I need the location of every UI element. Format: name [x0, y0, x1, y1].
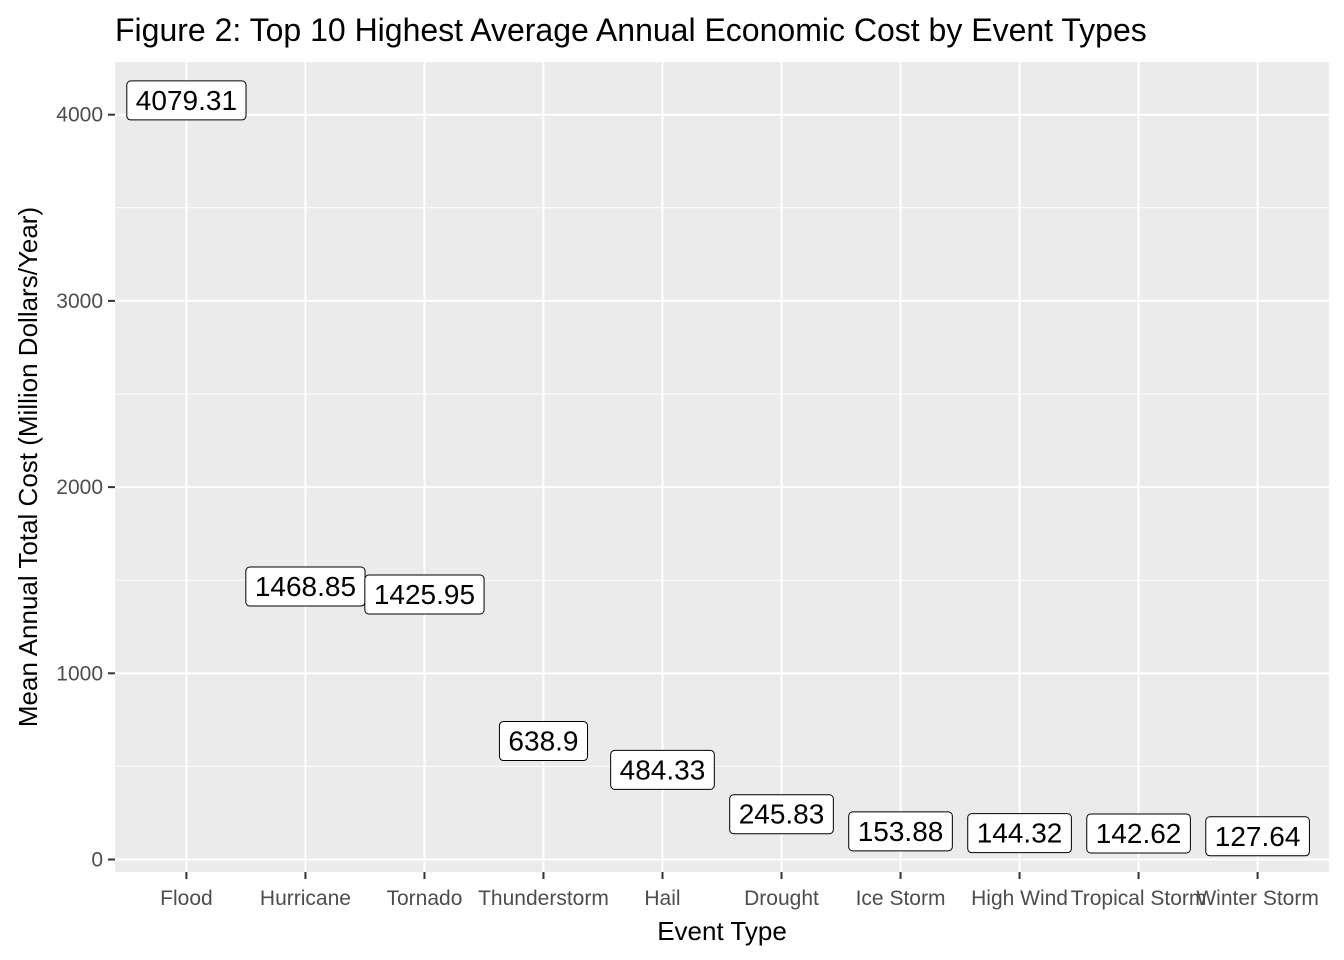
data-label: 127.64	[1205, 816, 1310, 857]
data-label: 4079.31	[126, 80, 247, 121]
data-label-text: 638.9	[508, 726, 578, 757]
x-tick-label: Thunderstorm	[478, 887, 609, 910]
y-tick-label: 2000	[56, 476, 103, 499]
data-labels: 4079.31 1468.85 1425.95 638.9 484.33 245.83 15…	[126, 80, 1310, 857]
data-label-box	[364, 574, 485, 615]
x-axis-title: Event Type	[657, 916, 787, 946]
data-label-text: 1425.95	[374, 579, 475, 610]
data-label-box	[126, 80, 247, 121]
data-label-box	[848, 811, 953, 852]
x-tick-label: Hurricane	[260, 887, 351, 910]
data-label-text: 4079.31	[136, 85, 237, 116]
data-label-text: 1468.85	[255, 571, 356, 602]
data-label: 153.88	[848, 811, 953, 852]
data-label: 1468.85	[245, 566, 366, 607]
data-label: 638.9	[498, 721, 589, 762]
data-label-box	[610, 749, 715, 790]
y-axis: 0 1000 2000 3000 4000	[56, 104, 115, 872]
data-label: 1425.95	[364, 574, 485, 615]
major-gridlines	[115, 62, 1329, 872]
x-tick-label: Winter Storm	[1196, 887, 1319, 910]
y-tick-label: 3000	[56, 290, 103, 313]
chart-title: Figure 2: Top 10 Highest Average Annual …	[115, 12, 1147, 48]
plot-panel	[115, 62, 1329, 872]
x-tick-label: Tropical Storm	[1071, 887, 1207, 910]
data-label-box	[1086, 813, 1191, 854]
x-tick-label: Hail	[644, 887, 680, 910]
data-label-text: 144.32	[977, 818, 1063, 849]
data-label-text: 245.83	[739, 799, 825, 830]
data-label: 142.62	[1086, 813, 1191, 854]
data-label-box	[967, 813, 1072, 854]
y-tick-label: 4000	[56, 104, 103, 127]
data-label-box	[498, 721, 589, 762]
y-tick-label: 0	[91, 849, 103, 872]
x-axis: Flood Hurricane Tornado Thunderstorm Hail Dro…	[160, 872, 1319, 910]
data-label: 144.32	[967, 813, 1072, 854]
x-tick-label: Drought	[744, 887, 819, 910]
data-label-text: 484.33	[620, 754, 706, 785]
data-label-box	[729, 794, 834, 835]
x-tick-label: High Wind	[971, 887, 1068, 910]
x-tick-label: Tornado	[387, 887, 463, 910]
data-label-text: 142.62	[1096, 818, 1182, 849]
x-tick-label: Flood	[160, 887, 213, 910]
x-tick-label: Ice Storm	[856, 887, 946, 910]
data-label-text: 153.88	[858, 816, 944, 847]
data-label-box	[1205, 816, 1310, 857]
data-label: 245.83	[729, 794, 834, 835]
y-tick-label: 1000	[56, 662, 103, 685]
data-label-text: 127.64	[1215, 821, 1301, 852]
y-axis-title: Mean Annual Total Cost (Million Dollars/…	[13, 207, 43, 727]
data-label: 484.33	[610, 749, 715, 790]
